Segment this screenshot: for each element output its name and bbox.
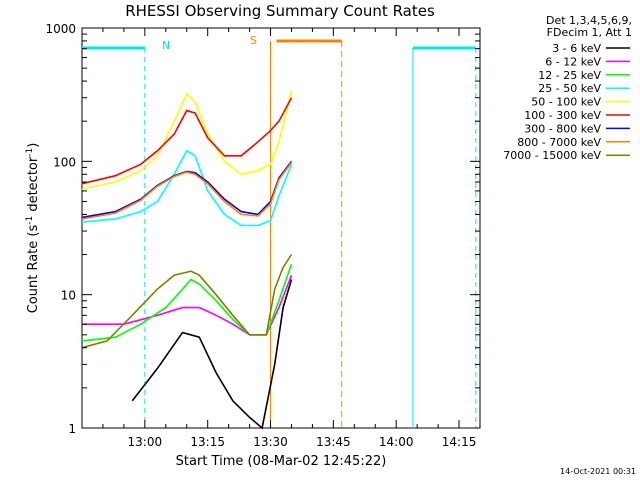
series-line xyxy=(131,279,293,430)
y-axis-label-sup2: -1 xyxy=(25,148,35,157)
x-axis-label: Start Time (08-Mar-02 12:45:22) xyxy=(176,454,387,469)
x-tick-label: 13:15 xyxy=(190,435,225,449)
legend-label: 100 - 300 keV xyxy=(524,109,601,122)
legend-label: 800 - 7000 keV xyxy=(517,136,601,149)
x-tick-label: 14:00 xyxy=(379,435,414,449)
plot-frame xyxy=(81,27,481,429)
legend-header-line-1: Det 1,3,4,5,6,9, xyxy=(546,14,632,27)
timestamp: 14-Oct-2021 00:31 xyxy=(560,467,636,476)
x-tick-label: 13:00 xyxy=(128,435,163,449)
y-tick-label: 100 xyxy=(53,155,76,169)
legend-label: 7000 - 15000 keV xyxy=(503,149,601,162)
y-tick-label: 10 xyxy=(61,289,76,303)
x-tick-label: 14:15 xyxy=(442,435,477,449)
x-tick-labels: 13:00 13:15 13:30 13:45 14:00 14:15 xyxy=(128,435,477,449)
series-line xyxy=(81,97,293,185)
y-axis-label-main: Count Rate (s xyxy=(26,225,41,314)
y-tick-label: 1000 xyxy=(45,22,76,36)
series-layer xyxy=(81,90,293,430)
legend-label: 25 - 50 keV xyxy=(538,82,601,95)
saa-label: S xyxy=(250,34,257,47)
legend-label: 6 - 12 keV xyxy=(545,55,601,68)
x-tick-label: 13:45 xyxy=(316,435,351,449)
legend-label: 3 - 6 keV xyxy=(552,42,601,55)
orbit-overlays xyxy=(82,39,477,428)
y-axis-label-sup1: -1 xyxy=(25,216,35,225)
legend-label: 50 - 100 keV xyxy=(531,96,601,109)
series-line xyxy=(81,160,293,219)
y-axis-label-mid: detector xyxy=(26,156,41,216)
series-line xyxy=(81,90,293,190)
y-axis-label: Count Rate (s-1 detector-1) xyxy=(25,143,41,314)
y-axis-label-end: ) xyxy=(26,143,41,148)
series-line xyxy=(81,162,293,220)
plot-area xyxy=(81,27,481,430)
y-tick-label: 1 xyxy=(68,422,76,436)
series-line xyxy=(81,149,293,227)
legend-label: 12 - 25 keV xyxy=(538,69,601,82)
series-line xyxy=(81,263,293,342)
series-line xyxy=(81,254,293,349)
axis-ticks xyxy=(82,27,480,429)
x-tick-label: 13:30 xyxy=(253,435,288,449)
y-tick-labels: 1 10 100 1000 xyxy=(45,22,76,436)
night-label: N xyxy=(162,39,170,52)
legend: Det 1,3,4,5,6,9, FDecim 1, Att 1 3 - 6 k… xyxy=(503,14,632,162)
chart-title: RHESSI Observing Summary Count Rates xyxy=(125,2,435,20)
legend-header-line-2: FDecim 1, Att 1 xyxy=(547,26,632,39)
legend-label: 300 - 800 keV xyxy=(524,122,601,135)
